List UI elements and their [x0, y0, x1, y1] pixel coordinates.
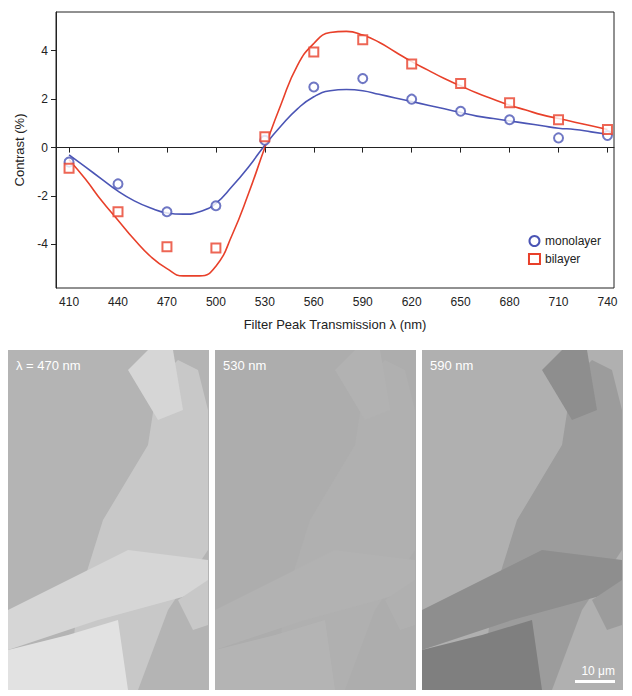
svg-text:650: 650 — [451, 295, 471, 309]
svg-text:620: 620 — [402, 295, 422, 309]
svg-text:530: 530 — [255, 295, 275, 309]
svg-text:0: 0 — [41, 141, 48, 155]
svg-text:monolayer: monolayer — [545, 234, 601, 248]
svg-text:410: 410 — [59, 295, 79, 309]
svg-text:560: 560 — [304, 295, 324, 309]
svg-text:470: 470 — [157, 295, 177, 309]
svg-text:Contrast (%): Contrast (%) — [12, 114, 27, 187]
svg-text:10 μm: 10 μm — [581, 664, 615, 678]
svg-text:bilayer: bilayer — [545, 252, 580, 266]
svg-text:500: 500 — [206, 295, 226, 309]
svg-text:4: 4 — [41, 44, 48, 58]
svg-text:590 nm: 590 nm — [430, 358, 473, 373]
svg-text:-2: -2 — [37, 189, 48, 203]
svg-text:λ = 470 nm: λ = 470 nm — [16, 358, 81, 373]
svg-text:Filter Peak Transmission λ (nm: Filter Peak Transmission λ (nm) — [244, 317, 427, 332]
svg-text:740: 740 — [597, 295, 617, 309]
svg-text:2: 2 — [41, 92, 48, 106]
svg-text:680: 680 — [500, 295, 520, 309]
svg-text:-4: -4 — [37, 237, 48, 251]
svg-text:530 nm: 530 nm — [223, 358, 266, 373]
svg-text:440: 440 — [108, 295, 128, 309]
svg-text:710: 710 — [549, 295, 569, 309]
svg-text:590: 590 — [353, 295, 373, 309]
